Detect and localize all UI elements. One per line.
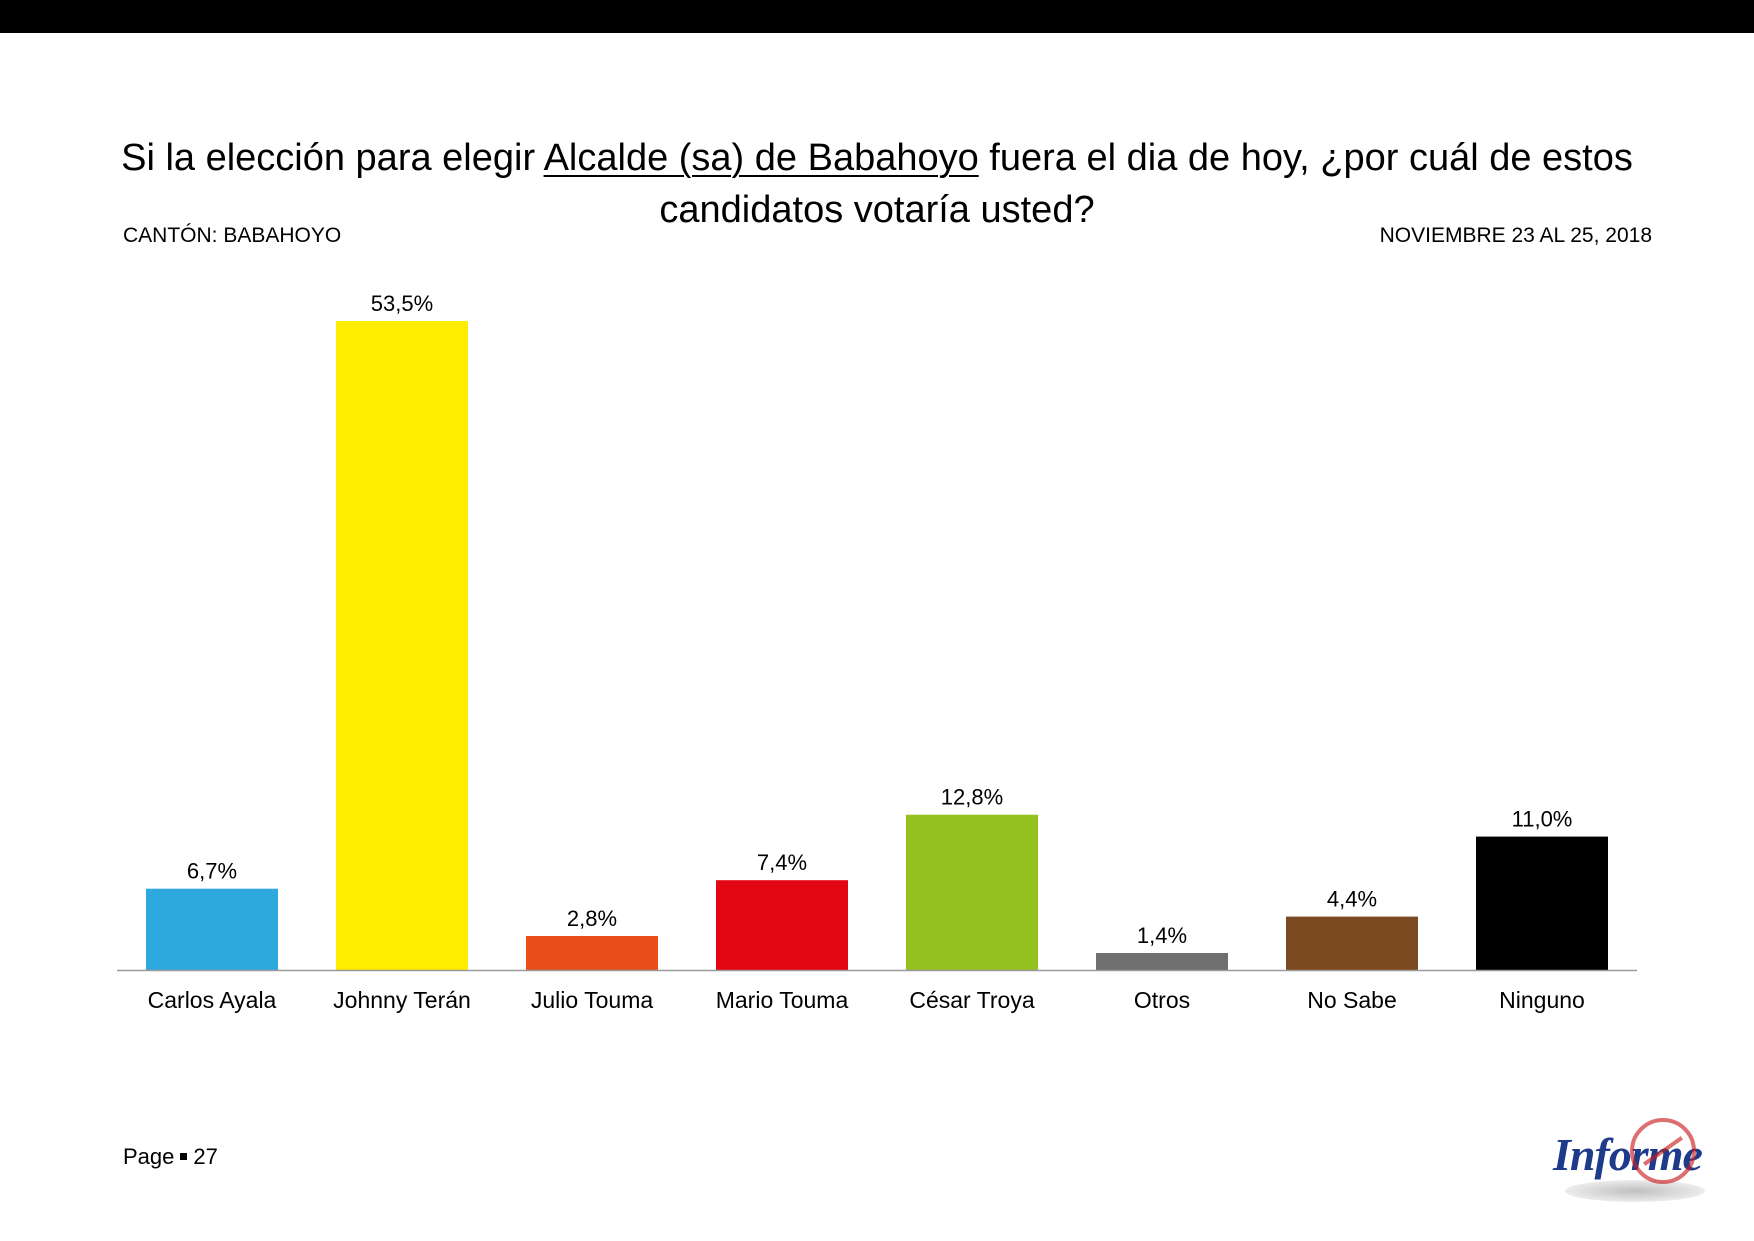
page-label: Page: [123, 1144, 175, 1169]
bar-1: [336, 321, 468, 970]
data-label-3: 7,4%: [757, 850, 807, 875]
canton-label: CANTÓN: BABAHOYO: [123, 224, 342, 247]
date-label: NOVIEMBRE 23 AL 25, 2018: [1379, 224, 1652, 247]
bar-7: [1476, 836, 1608, 970]
bullet-square-icon: [180, 1153, 188, 1161]
informe-logo: Informe: [1545, 1118, 1705, 1208]
page-number: 27: [193, 1144, 218, 1169]
title-text-before: Si la elección para elegir: [121, 137, 544, 179]
bar-0: [146, 888, 278, 970]
category-label-2: Julio Touma: [531, 987, 654, 1013]
bar-3: [716, 880, 848, 970]
chart-title: Si la elección para elegir Alcalde (sa) …: [90, 132, 1664, 236]
logo-shadow: [1565, 1180, 1705, 1202]
category-label-7: Ninguno: [1499, 987, 1585, 1013]
bar-5: [1096, 953, 1228, 970]
bar-6: [1286, 916, 1418, 970]
page-footer: Page 27: [123, 1144, 218, 1170]
stamp-icon: [1630, 1118, 1696, 1184]
category-label-1: Johnny Terán: [333, 987, 471, 1013]
category-label-3: Mario Touma: [716, 987, 849, 1013]
data-label-2: 2,8%: [567, 906, 617, 931]
bar-2: [526, 936, 658, 970]
data-label-6: 4,4%: [1327, 887, 1377, 912]
data-label-5: 1,4%: [1137, 923, 1187, 948]
data-label-4: 12,8%: [941, 785, 1003, 810]
data-label-7: 11,0%: [1512, 807, 1573, 832]
bar-4: [906, 814, 1038, 970]
title-text-underlined: Alcalde (sa) de Babahoyo: [543, 137, 979, 179]
top-bar: [0, 0, 1754, 33]
title-text-after: fuera el dia de hoy, ¿por cuál de estos …: [659, 137, 1633, 231]
category-label-0: Carlos Ayala: [148, 987, 277, 1013]
category-label-4: César Troya: [909, 987, 1034, 1013]
category-label-5: Otros: [1134, 987, 1190, 1013]
data-label-0: 6,7%: [187, 859, 237, 884]
data-label-1: 53,5%: [371, 291, 433, 316]
category-label-6: No Sabe: [1307, 987, 1397, 1013]
